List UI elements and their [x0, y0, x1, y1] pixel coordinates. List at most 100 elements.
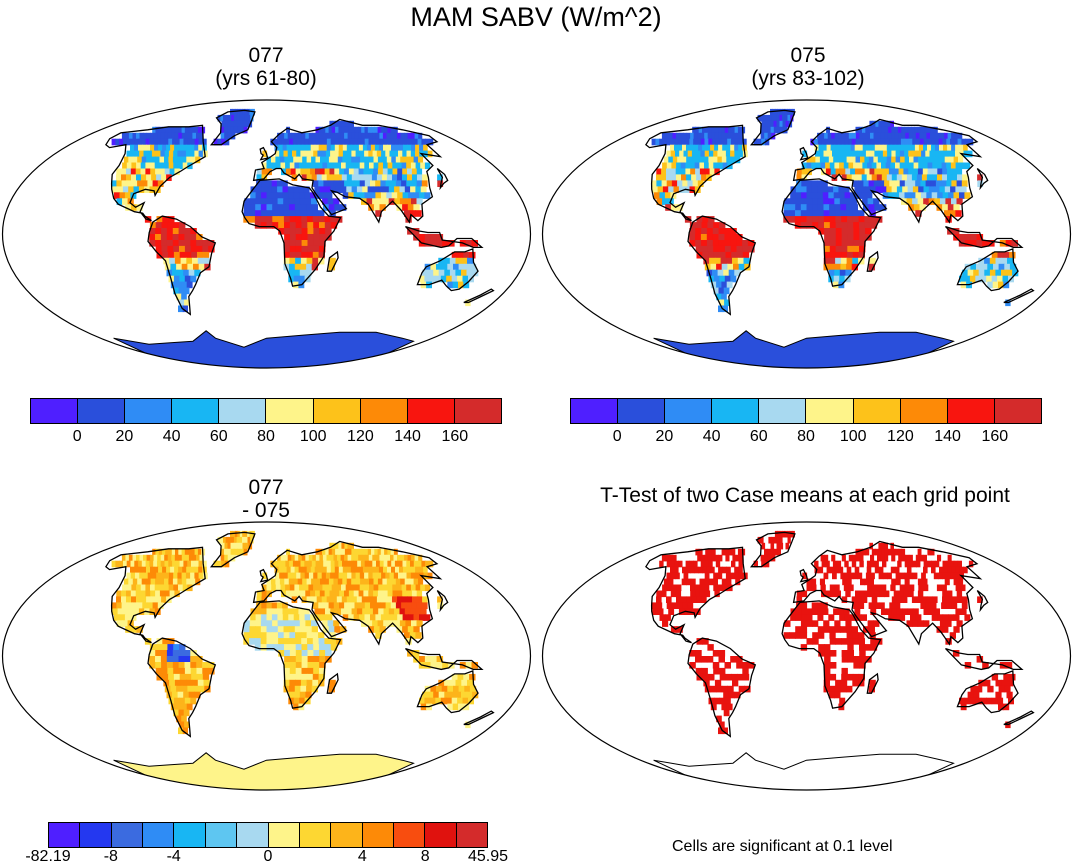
colorbar-tick-label: 140	[934, 428, 961, 445]
colorbar-swatch	[853, 399, 901, 423]
coastline-indonesia	[405, 647, 484, 671]
colorbar-tick-label: 120	[887, 428, 914, 445]
coastline-samerica	[687, 215, 757, 316]
map-border	[541, 521, 1072, 791]
colorbar-swatch	[219, 399, 267, 423]
coastline-africa	[781, 600, 882, 709]
colorbar-tick-label: 45.95	[467, 848, 509, 865]
coastline-namerica	[105, 546, 206, 644]
colorbar-diff	[48, 822, 488, 848]
coastline-eurasia	[252, 118, 443, 224]
colorbar-tick-label: -8	[103, 848, 118, 865]
colorbar-swatch	[266, 399, 314, 423]
colorbar-tick-label: 4	[357, 848, 367, 865]
colorbar-swatch	[618, 399, 666, 423]
map-panel-diff	[1, 521, 532, 791]
colorbar-tick-label: 40	[702, 428, 721, 445]
colorbar-swatch	[49, 823, 81, 847]
panel-4-title: T-Test of two Case means at each grid po…	[600, 484, 1010, 507]
coastline-eurasia	[252, 540, 443, 646]
panel-2-case: 075	[790, 44, 826, 67]
colorbar-swatch	[331, 823, 363, 847]
colorbar-swatch	[143, 823, 175, 847]
coastline-samerica	[147, 215, 217, 316]
colorbar-tick-label: 20	[115, 428, 134, 445]
coastline-greenland	[209, 531, 256, 568]
colorbar-075-ticks: 0 20 40 60 80 100 120 140 160	[570, 428, 1042, 448]
colorbar-swatch	[174, 823, 206, 847]
colorbar-swatch	[78, 399, 126, 423]
grid-cells	[651, 530, 1016, 735]
panel-1-title: 077 (yrs 61-80)	[166, 44, 366, 90]
colorbar-tick-label: 8	[420, 848, 430, 865]
colorbar-tick-label: 160	[441, 428, 469, 445]
colorbar-swatch	[125, 399, 173, 423]
colorbar-tick-label: 60	[749, 428, 768, 445]
colorbar-swatch	[205, 823, 238, 847]
colorbar-tick-label: 140	[394, 428, 421, 445]
colorbar-077-ticks: 0 20 40 60 80 100 120 140 160	[30, 428, 502, 448]
colorbar-swatch	[268, 823, 300, 847]
figure-title: MAM SABV (W/m^2)	[410, 2, 662, 32]
colorbar-swatch	[665, 399, 713, 423]
colorbar-swatch	[237, 823, 269, 847]
coastline-namerica	[645, 546, 746, 644]
map-panel-075	[541, 99, 1072, 369]
colorbar-tick-label: 40	[162, 428, 181, 445]
coastline-uk	[259, 146, 269, 161]
coastline-africa	[241, 178, 342, 287]
panel-1-years: (yrs 61-80)	[215, 67, 317, 90]
colorbar-swatch	[313, 399, 361, 423]
coastline-greenland	[209, 109, 256, 146]
coastline-nz	[1003, 288, 1035, 304]
colorbar-swatch	[172, 399, 220, 423]
colorbar-075	[570, 398, 1042, 424]
colorbar-tick-label: 80	[257, 428, 275, 445]
colorbar-tick-label: 0	[263, 848, 273, 865]
map-border	[1, 99, 532, 369]
coastline-uk	[799, 568, 809, 583]
colorbar-swatch	[407, 399, 455, 423]
colorbar-swatch	[712, 399, 760, 423]
colorbar-swatch	[571, 399, 619, 423]
coastline-japan	[976, 167, 989, 191]
coastline-nz	[463, 288, 495, 304]
ocean	[542, 100, 1071, 368]
coastline-madagascar	[866, 672, 879, 694]
coastline-africa	[241, 600, 342, 709]
coastline-japan	[436, 167, 449, 191]
colorbar-tick-label: 60	[209, 428, 228, 445]
panel-1-case: 077	[248, 44, 284, 67]
colorbar-swatch	[806, 399, 854, 423]
coastline-australia	[956, 669, 1019, 714]
colorbar-swatch	[360, 399, 408, 423]
colorbar-tick-label: -4	[166, 848, 181, 865]
colorbar-swatch	[80, 823, 112, 847]
colorbar-swatch	[900, 399, 948, 423]
map-panel-ttest	[541, 521, 1072, 791]
coastline-nz	[1003, 710, 1035, 726]
coastline-eurasia	[792, 540, 983, 646]
coastline-australia	[416, 669, 479, 714]
coastline-greenland	[749, 531, 796, 568]
panel-3-minus: - 075	[242, 499, 290, 522]
map-border	[1, 521, 532, 791]
colorbar-tick-label: 100	[839, 428, 867, 445]
colorbar-swatch	[425, 823, 457, 847]
coastline-namerica	[645, 124, 746, 222]
coastline-madagascar	[326, 250, 339, 272]
panel-2-title: 075 (yrs 83-102)	[708, 44, 908, 90]
coastline-madagascar	[866, 250, 879, 272]
coastline-uk	[799, 146, 809, 161]
coastline-australia	[956, 247, 1019, 292]
colorbar-swatch	[111, 823, 144, 847]
map-border	[541, 99, 1072, 369]
colorbar-tick-label: 160	[981, 428, 1009, 445]
panel-2-years: (yrs 83-102)	[751, 67, 865, 90]
colorbar-swatch	[362, 823, 394, 847]
coastline-madagascar	[326, 672, 339, 694]
coastline-greenland	[749, 109, 796, 146]
coastline-indonesia	[945, 225, 1024, 249]
colorbar-tick-label: 0	[612, 428, 622, 445]
grid-cells	[111, 530, 479, 735]
